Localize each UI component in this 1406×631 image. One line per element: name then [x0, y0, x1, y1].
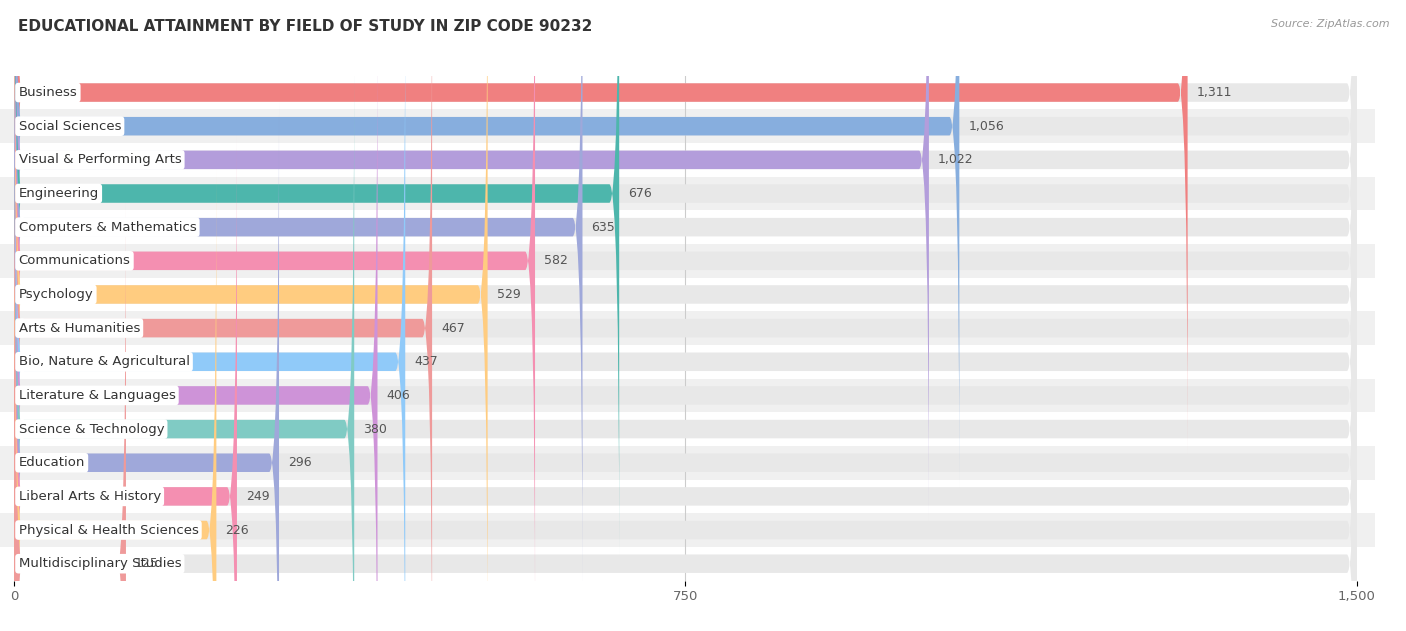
FancyBboxPatch shape	[0, 311, 1375, 345]
FancyBboxPatch shape	[0, 210, 1375, 244]
FancyBboxPatch shape	[14, 136, 238, 631]
Text: 635: 635	[592, 221, 616, 233]
Text: Engineering: Engineering	[18, 187, 98, 200]
Text: Social Sciences: Social Sciences	[18, 120, 121, 133]
FancyBboxPatch shape	[14, 0, 959, 487]
FancyBboxPatch shape	[14, 102, 278, 631]
FancyBboxPatch shape	[14, 0, 1357, 622]
Text: Business: Business	[18, 86, 77, 99]
Text: Education: Education	[18, 456, 84, 469]
FancyBboxPatch shape	[14, 1, 405, 631]
Text: Liberal Arts & History: Liberal Arts & History	[18, 490, 160, 503]
FancyBboxPatch shape	[14, 0, 1357, 487]
Text: Multidisciplinary Studies: Multidisciplinary Studies	[18, 557, 181, 570]
Text: 380: 380	[363, 423, 387, 435]
FancyBboxPatch shape	[14, 0, 1357, 454]
FancyBboxPatch shape	[0, 177, 1375, 210]
FancyBboxPatch shape	[14, 203, 127, 631]
FancyBboxPatch shape	[0, 513, 1375, 547]
FancyBboxPatch shape	[0, 345, 1375, 379]
Text: Literature & Languages: Literature & Languages	[18, 389, 176, 402]
Text: 529: 529	[496, 288, 520, 301]
Text: 125: 125	[135, 557, 159, 570]
FancyBboxPatch shape	[14, 1, 1357, 631]
FancyBboxPatch shape	[14, 0, 929, 521]
FancyBboxPatch shape	[14, 169, 217, 631]
FancyBboxPatch shape	[14, 0, 1357, 555]
Text: 296: 296	[288, 456, 312, 469]
FancyBboxPatch shape	[14, 0, 619, 555]
Text: EDUCATIONAL ATTAINMENT BY FIELD OF STUDY IN ZIP CODE 90232: EDUCATIONAL ATTAINMENT BY FIELD OF STUDY…	[18, 19, 593, 34]
FancyBboxPatch shape	[14, 0, 432, 631]
FancyBboxPatch shape	[0, 278, 1375, 311]
Text: 249: 249	[246, 490, 270, 503]
Text: Bio, Nature & Agricultural: Bio, Nature & Agricultural	[18, 355, 190, 369]
Text: 582: 582	[544, 254, 568, 268]
FancyBboxPatch shape	[14, 35, 1357, 631]
FancyBboxPatch shape	[0, 244, 1375, 278]
FancyBboxPatch shape	[14, 68, 354, 631]
Text: 1,022: 1,022	[938, 153, 973, 167]
Text: Arts & Humanities: Arts & Humanities	[18, 322, 141, 334]
Text: 1,056: 1,056	[969, 120, 1004, 133]
FancyBboxPatch shape	[14, 0, 1357, 521]
Text: Computers & Mathematics: Computers & Mathematics	[18, 221, 197, 233]
Text: Science & Technology: Science & Technology	[18, 423, 165, 435]
Text: 406: 406	[387, 389, 411, 402]
Text: Communications: Communications	[18, 254, 131, 268]
FancyBboxPatch shape	[0, 412, 1375, 446]
FancyBboxPatch shape	[14, 0, 1357, 588]
Text: 467: 467	[441, 322, 465, 334]
FancyBboxPatch shape	[0, 480, 1375, 513]
Text: Visual & Performing Arts: Visual & Performing Arts	[18, 153, 181, 167]
FancyBboxPatch shape	[14, 169, 1357, 631]
Text: 676: 676	[628, 187, 652, 200]
FancyBboxPatch shape	[14, 0, 488, 631]
FancyBboxPatch shape	[14, 102, 1357, 631]
FancyBboxPatch shape	[0, 446, 1375, 480]
FancyBboxPatch shape	[14, 68, 1357, 631]
Text: 1,311: 1,311	[1197, 86, 1232, 99]
FancyBboxPatch shape	[14, 136, 1357, 631]
FancyBboxPatch shape	[0, 547, 1375, 581]
Text: 437: 437	[415, 355, 437, 369]
FancyBboxPatch shape	[0, 76, 1375, 109]
FancyBboxPatch shape	[14, 203, 1357, 631]
FancyBboxPatch shape	[14, 0, 1357, 631]
FancyBboxPatch shape	[14, 0, 536, 622]
Text: Source: ZipAtlas.com: Source: ZipAtlas.com	[1271, 19, 1389, 29]
FancyBboxPatch shape	[0, 109, 1375, 143]
FancyBboxPatch shape	[14, 35, 377, 631]
Text: 226: 226	[225, 524, 249, 536]
FancyBboxPatch shape	[14, 0, 1357, 631]
FancyBboxPatch shape	[0, 143, 1375, 177]
FancyBboxPatch shape	[14, 0, 582, 588]
Text: Physical & Health Sciences: Physical & Health Sciences	[18, 524, 198, 536]
FancyBboxPatch shape	[14, 0, 1188, 454]
Text: Psychology: Psychology	[18, 288, 93, 301]
FancyBboxPatch shape	[0, 379, 1375, 412]
